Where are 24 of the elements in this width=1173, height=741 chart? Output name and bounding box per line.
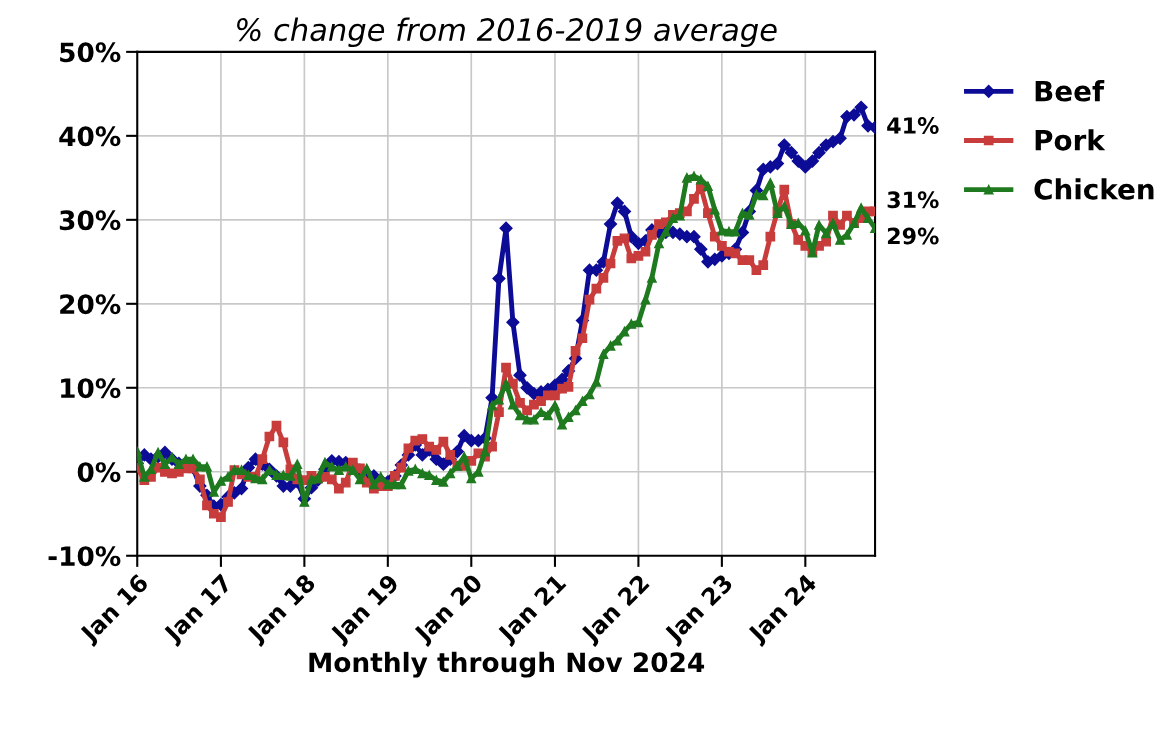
- x-tick-label: Jan 24: [746, 572, 821, 648]
- legend-label: Chicken: [1034, 178, 1154, 200]
- x-tick-label: Jan 17: [162, 573, 236, 648]
- x-tick-label: Jan 20: [412, 572, 487, 648]
- chart-title: % change from 2016-2019 average: [237, 17, 777, 48]
- annotation: 29%: [887, 227, 939, 245]
- x-axis-title: Monthly through Nov 2024: [309, 651, 705, 678]
- x-tick-label: Jan 19: [328, 573, 403, 648]
- y-tick-label: 20%: [60, 294, 121, 315]
- x-tick-label: Jan 16: [78, 572, 153, 648]
- legend-label: Beef: [1035, 80, 1105, 102]
- annotation: 31%: [887, 191, 939, 209]
- x-tick-label: Jan 23: [662, 573, 737, 648]
- x-tick-label: Jan 18: [245, 573, 320, 648]
- legend-label: Pork: [1035, 129, 1106, 151]
- y-tick-label: 0%: [77, 462, 121, 483]
- x-tick-label: Jan 22: [579, 573, 653, 648]
- x-tick-label: Jan 21: [495, 573, 570, 648]
- y-tick-label: 10%: [61, 378, 121, 399]
- y-tick-label: -10%: [48, 546, 121, 567]
- y-tick-label: 50%: [60, 42, 121, 63]
- annotation: 41%: [887, 117, 939, 134]
- y-tick-label: 30%: [59, 210, 121, 231]
- y-tick-label: 40%: [59, 126, 121, 147]
